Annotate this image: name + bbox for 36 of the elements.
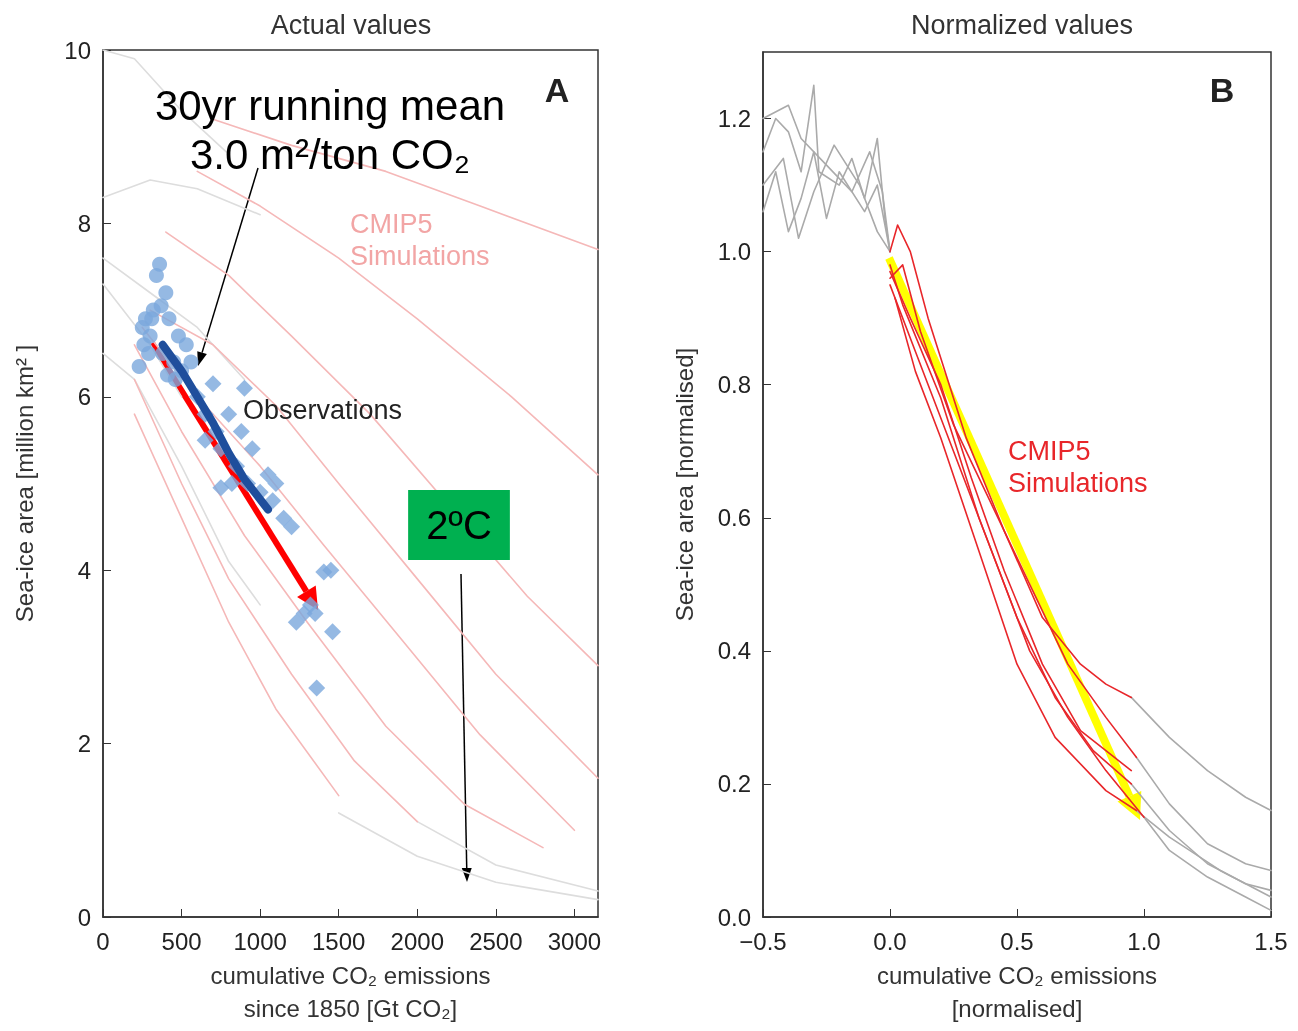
y-tick-label: 1.0	[717, 238, 751, 266]
annotation: Observations	[243, 395, 403, 425]
y-tick-label: 0.8	[717, 371, 751, 399]
x-axis-title: cumulative CO₂ emissions since 1850 [Gt CO₂]	[210, 962, 491, 1022]
x-axis-title: cumulative CO₂ emissions [normalised]	[876, 962, 1158, 1022]
x-tick-label: 1.0	[1127, 927, 1161, 955]
y-axis-title: Sea-ice area [million km² ]	[11, 344, 38, 623]
chart-title: Normalized values	[910, 9, 1134, 40]
x-tick-label: 2000	[390, 927, 444, 955]
y-tick-label: 0	[77, 903, 91, 931]
x-tick-label: 0.5	[1000, 927, 1034, 955]
annotation: 30yr running mean 3.0 m²/ton CO₂	[154, 82, 506, 178]
y-tick-label: 6	[77, 383, 91, 411]
x-tick-label: 0	[96, 927, 110, 955]
chart-title: Actual values	[270, 9, 432, 40]
y-tick-label: 2	[77, 730, 91, 758]
y-axis-title: Sea-ice area [normalised]	[671, 347, 698, 622]
y-tick-label: 10	[64, 36, 91, 64]
x-tick-label: 2500	[469, 927, 523, 955]
y-tick-label: 1.2	[717, 105, 751, 133]
x-tick-label: 1500	[312, 927, 366, 955]
annotation: CMIP5 Simulations	[350, 209, 490, 271]
x-tick-label: 500	[161, 927, 202, 955]
x-tick-label: 3000	[547, 927, 602, 955]
y-tick-label: 8	[77, 209, 91, 237]
y-tick-label: 0.6	[717, 504, 751, 532]
x-tick-label: 1000	[233, 927, 287, 955]
annotation: B	[1209, 71, 1235, 109]
x-tick-label: 1.5	[1254, 927, 1288, 955]
y-tick-label: 0.2	[717, 770, 751, 798]
y-tick-label: 4	[77, 556, 91, 584]
y-tick-label: 0.4	[717, 637, 751, 665]
x-tick-label: 0.0	[873, 927, 907, 955]
annotation: CMIP5 Simulations	[1008, 436, 1148, 498]
annotation: A	[544, 71, 570, 109]
annotation: 2ºC	[426, 503, 492, 547]
